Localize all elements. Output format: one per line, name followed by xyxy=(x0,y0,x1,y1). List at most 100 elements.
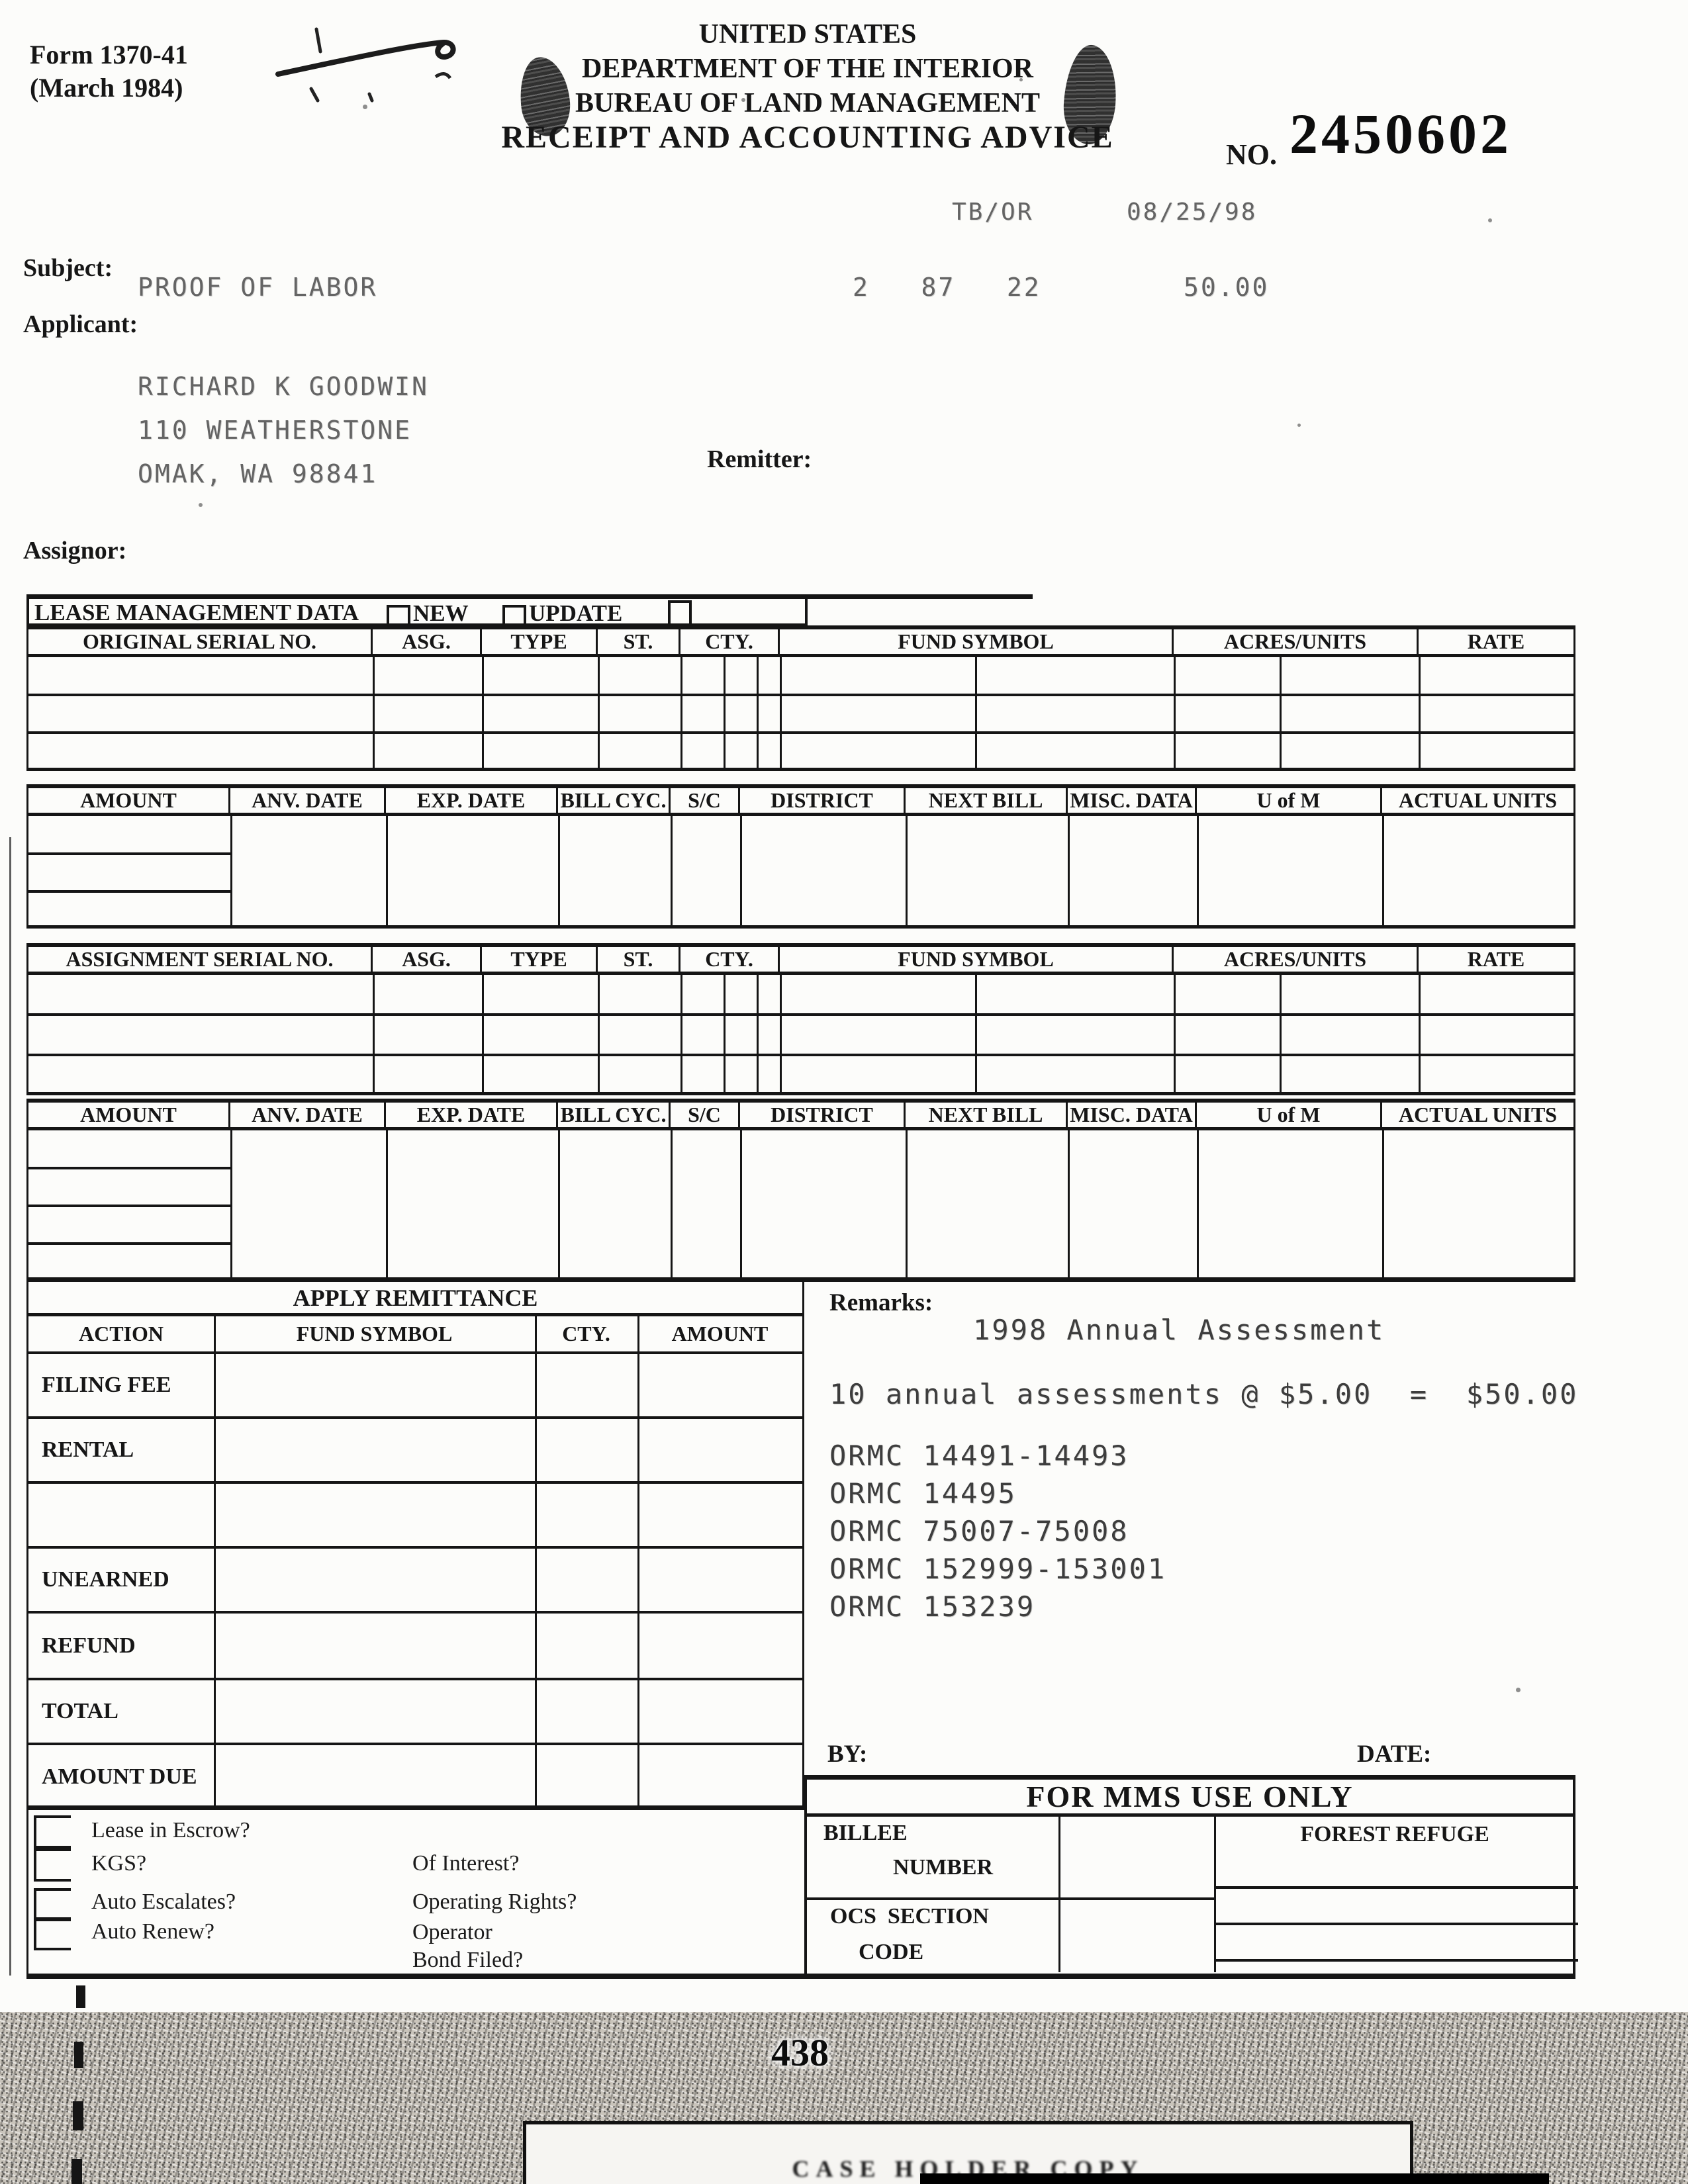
col-sc: S/C xyxy=(671,788,740,813)
apply-remittance-title: APPLY REMITTANCE xyxy=(28,1282,802,1316)
row-refund: REFUND xyxy=(28,1614,802,1680)
remarks-item: ORMC 153239 xyxy=(829,1590,1036,1623)
col-district: DISTRICT xyxy=(740,788,906,813)
amount-table-2: AMOUNT ANV. DATE EXP. DATE BILL CYC. S/C… xyxy=(26,1099,1575,1277)
typed-amount: 50.00 xyxy=(1184,273,1270,302)
col-fund-symbol: FUND SYMBOL xyxy=(780,629,1174,654)
typed-office-code: TB/OR xyxy=(952,199,1034,226)
question-lease-in-escrow: Lease in Escrow? xyxy=(91,1818,250,1843)
remarks-title: 1998 Annual Assessment xyxy=(973,1314,1385,1346)
question-operator: Operator xyxy=(412,1920,492,1944)
col-original-serial: ORIGINAL SERIAL NO. xyxy=(28,629,373,654)
col-asg2: ASG. xyxy=(373,947,482,972)
row-blank xyxy=(28,1484,802,1549)
agency-line3: BUREAU OF LAND MANAGEMENT xyxy=(575,88,1040,118)
col-amount-b: AMOUNT xyxy=(28,1103,230,1127)
row-filing-fee: FILING FEE xyxy=(28,1354,802,1419)
new-label: NEW xyxy=(413,600,469,626)
question-auto-escalates: Auto Escalates? xyxy=(91,1889,236,1914)
header-rule-extension xyxy=(808,594,1033,599)
col-misc-data-b: MISC. DATA xyxy=(1068,1103,1197,1127)
original-serial-body[interactable] xyxy=(26,657,1575,771)
questions-section: Lease in Escrow? KGS? Auto Escalates? Au… xyxy=(26,1810,804,1979)
applicant-label: Applicant: xyxy=(23,310,138,338)
col-assignment-serial: ASSIGNMENT SERIAL NO. xyxy=(28,947,373,972)
receipt-number: 2450602 xyxy=(1289,102,1512,165)
mms-number-label: NUMBER xyxy=(893,1855,994,1880)
question-bond-filed: Bond Filed? xyxy=(412,1948,524,1972)
row-total: TOTAL xyxy=(28,1680,802,1745)
page-title: RECEIPT AND ACCOUNTING ADVICE xyxy=(501,120,1114,155)
col-anv-date: ANV. DATE xyxy=(230,788,386,813)
pen-scribble-mark xyxy=(275,27,456,103)
col-next-bill-b: NEXT BILL xyxy=(906,1103,1068,1127)
question-kgs: KGS? xyxy=(91,1851,147,1876)
remarks-item: ORMC 14495 xyxy=(829,1477,1017,1510)
col-u-of-m: U of M xyxy=(1197,788,1382,813)
agency-line1: UNITED STATES xyxy=(698,19,917,50)
col-rate: RATE xyxy=(1467,629,1525,653)
remitter-label: Remitter: xyxy=(707,445,812,473)
typed-code-line: 2 87 22 xyxy=(853,273,1041,302)
mms-title: FOR MMS USE ONLY xyxy=(807,1780,1573,1817)
typed-date: 08/25/98 xyxy=(1127,199,1258,226)
kgs-checkbox[interactable] xyxy=(34,1848,71,1882)
col-cty: CTY. xyxy=(680,629,780,654)
auto-escalates-checkbox[interactable] xyxy=(34,1888,71,1921)
applicant-street: 110 WEATHERSTONE xyxy=(138,416,412,445)
col-st2: ST. xyxy=(598,947,680,972)
col-district-b: DISTRICT xyxy=(740,1103,906,1127)
scan-black-bar xyxy=(920,2173,1549,2184)
col-type: TYPE xyxy=(482,629,598,654)
remarks-section: Remarks: 1998 Annual Assessment 10 annua… xyxy=(804,1277,1576,1775)
col-type2: TYPE xyxy=(482,947,598,972)
row-unearned: UNEARNED xyxy=(28,1549,802,1614)
col-actual-units-b: ACTUAL UNITS xyxy=(1398,1103,1558,1126)
mms-ocs-label: OCS SECTION xyxy=(830,1904,989,1929)
col-exp-date-b: EXP. DATE xyxy=(386,1103,558,1127)
agency-header: UNITED STATES DEPARTMENT OF THE INTERIOR… xyxy=(490,17,1125,120)
subject-value: PROOF OF LABOR xyxy=(138,273,378,302)
mms-section: FOR MMS USE ONLY BILLEE NUMBER OCS SECTI… xyxy=(804,1775,1578,1979)
mms-billee-label: BILLEE xyxy=(823,1821,908,1845)
scan-mark xyxy=(73,2101,83,2130)
form-number-block: Form 1370-41 (March 1984) xyxy=(30,38,188,105)
col-asg: ASG. xyxy=(373,629,482,654)
remarks-item: ORMC 152999-153001 xyxy=(829,1553,1167,1585)
auto-renew-checkbox[interactable] xyxy=(34,1917,71,1950)
scan-edge-line xyxy=(9,837,11,1976)
subject-label: Subject: xyxy=(23,254,113,282)
col-sc-b: S/C xyxy=(671,1103,740,1127)
question-of-interest: Of Interest? xyxy=(412,1851,520,1876)
payment-checkbox[interactable] xyxy=(668,600,692,627)
col-st: ST. xyxy=(598,629,680,654)
col-rem-cty: CTY. xyxy=(562,1322,610,1345)
col-exp-date: EXP. DATE xyxy=(386,788,558,813)
col-fund-symbol2: FUND SYMBOL xyxy=(780,947,1174,972)
page-number: 438 xyxy=(771,2031,829,2074)
mms-forest-refuge-label: FOREST REFUGE xyxy=(1300,1822,1489,1846)
agency-line2: DEPARTMENT OF THE INTERIOR xyxy=(582,54,1033,84)
col-cty2: CTY. xyxy=(680,947,780,972)
question-operating-rights: Operating Rights? xyxy=(412,1889,577,1914)
amount-table-1: AMOUNT ANV. DATE EXP. DATE BILL CYC. S/C… xyxy=(26,784,1575,929)
row-amount-due: AMOUNT DUE xyxy=(42,1764,197,1789)
by-label: BY: xyxy=(827,1741,868,1768)
amount-table-1-body[interactable] xyxy=(26,816,1575,929)
applicant-city: OMAK, WA 98841 xyxy=(138,459,378,488)
form-revision: (March 1984) xyxy=(30,73,183,103)
date-label: DATE: xyxy=(1357,1741,1432,1768)
lease-management-bar: LEASE MANAGEMENT DATA NEW UPDATE PAYMENT xyxy=(26,594,808,653)
scan-mark xyxy=(71,2159,82,2184)
assignor-label: Assignor: xyxy=(23,537,127,565)
remarks-label: Remarks: xyxy=(829,1289,933,1316)
scan-mark xyxy=(76,1985,85,2008)
update-label: UPDATE xyxy=(529,600,623,626)
lease-in-escrow-checkbox[interactable] xyxy=(34,1815,71,1848)
col-action: ACTION xyxy=(78,1322,164,1345)
amount-table-2-body[interactable] xyxy=(26,1130,1575,1277)
remarks-item: ORMC 75007-75008 xyxy=(829,1515,1129,1547)
assignment-serial-body[interactable] xyxy=(26,975,1575,1095)
col-u-of-m-b: U of M xyxy=(1197,1103,1382,1127)
col-anv-date-b: ANV. DATE xyxy=(230,1103,386,1127)
